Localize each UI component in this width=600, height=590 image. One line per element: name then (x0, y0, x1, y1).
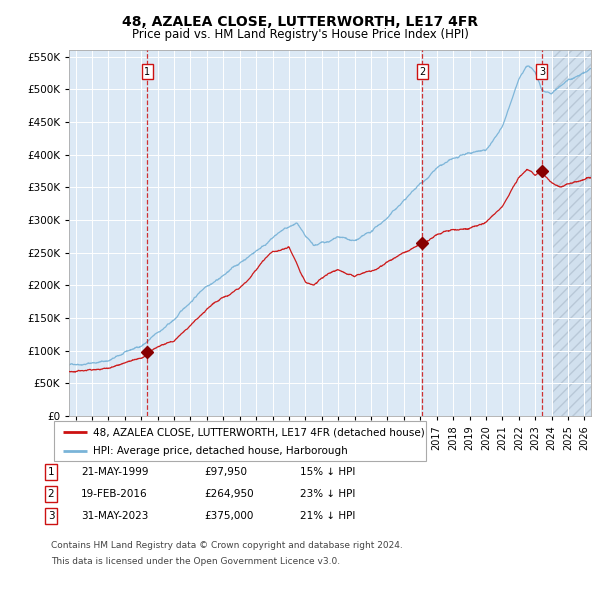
Text: 2: 2 (47, 489, 55, 499)
Bar (551, 50, 591, 416)
Text: 21-MAY-1999: 21-MAY-1999 (81, 467, 149, 477)
Text: HPI: Average price, detached house, Harborough: HPI: Average price, detached house, Harb… (93, 445, 348, 455)
Text: 2: 2 (419, 67, 425, 77)
Text: 1: 1 (47, 467, 55, 477)
Text: 48, AZALEA CLOSE, LUTTERWORTH, LE17 4FR: 48, AZALEA CLOSE, LUTTERWORTH, LE17 4FR (122, 15, 478, 29)
Text: 19-FEB-2016: 19-FEB-2016 (81, 489, 148, 499)
FancyBboxPatch shape (54, 421, 426, 461)
Text: Contains HM Land Registry data © Crown copyright and database right 2024.: Contains HM Land Registry data © Crown c… (51, 541, 403, 550)
Text: 21% ↓ HPI: 21% ↓ HPI (300, 511, 355, 520)
Text: £264,950: £264,950 (204, 489, 254, 499)
Text: 48, AZALEA CLOSE, LUTTERWORTH, LE17 4FR (detached house): 48, AZALEA CLOSE, LUTTERWORTH, LE17 4FR … (93, 427, 425, 437)
Text: 3: 3 (47, 511, 55, 520)
Text: 23% ↓ HPI: 23% ↓ HPI (300, 489, 355, 499)
Text: Price paid vs. HM Land Registry's House Price Index (HPI): Price paid vs. HM Land Registry's House … (131, 28, 469, 41)
Text: 1: 1 (145, 67, 151, 77)
Text: This data is licensed under the Open Government Licence v3.0.: This data is licensed under the Open Gov… (51, 557, 340, 566)
Bar (551, 50, 591, 416)
Text: £375,000: £375,000 (204, 511, 253, 520)
Text: 15% ↓ HPI: 15% ↓ HPI (300, 467, 355, 477)
Text: 31-MAY-2023: 31-MAY-2023 (81, 511, 148, 520)
Text: 3: 3 (539, 67, 545, 77)
Text: £97,950: £97,950 (204, 467, 247, 477)
